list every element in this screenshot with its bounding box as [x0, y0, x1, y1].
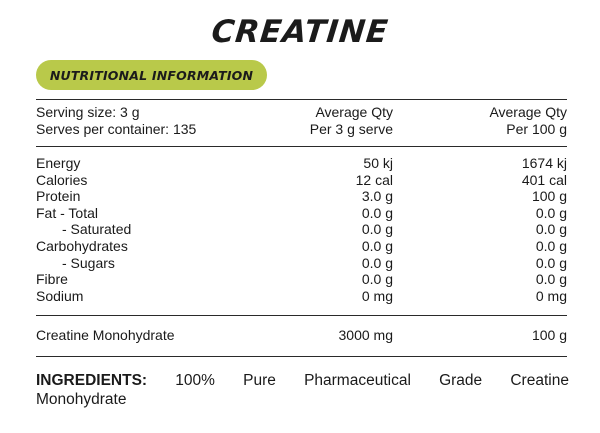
active-ingredient-per-serve: 3000 mg — [338, 327, 393, 343]
ingredient-word: 100% — [175, 372, 215, 389]
ingredients-line-1: INGREDIENTS: 100% Pure Pharmaceutical Gr… — [36, 371, 569, 390]
nutrient-per-serve: 0.0 g — [361, 221, 393, 238]
table-row: - Sugars 0.0 g 0.0 g — [0, 255, 600, 272]
badge-label: NUTRITIONAL INFORMATION — [49, 67, 254, 83]
col-header-100g-line2: Per 100 g — [506, 121, 567, 137]
nutrient-name: Fibre — [36, 271, 68, 288]
ingredient-word: Pharmaceutical — [304, 372, 411, 389]
nutrient-per-serve: 0.0 g — [361, 204, 393, 221]
nutrient-per-serve: 12 cal — [355, 171, 393, 188]
table-row: Carbohydrates 0.0 g 0.0 g — [0, 238, 600, 255]
nutrient-per-serve: 50 kj — [363, 155, 393, 171]
divider-top — [36, 99, 567, 100]
nutrient-per-100g: 0.0 g — [535, 221, 567, 238]
nutrient-per-serve: 0 mg — [361, 287, 393, 304]
nutrient-per-100g: 401 cal — [521, 171, 567, 188]
divider-header — [36, 146, 567, 147]
nutrient-name: Carbohydrates — [36, 237, 128, 254]
col-header-serve-line1: Average Qty — [315, 104, 393, 120]
nutrient-per-100g: 0.0 g — [535, 237, 567, 254]
nutrient-name: Energy — [36, 155, 81, 171]
divider-active — [36, 315, 567, 316]
ingredient-word: Grade — [439, 372, 483, 389]
nutrient-per-serve: 0.0 g — [361, 271, 393, 288]
ingredient-word: Pure — [243, 372, 276, 389]
ingredients-line-2: Monohydrate — [36, 391, 127, 408]
serves-per-container: Serves per container: 135 — [36, 121, 197, 137]
table-row: Calories 12 cal 401 cal — [0, 172, 600, 189]
nutritional-info-badge: NUTRITIONAL INFORMATION — [36, 60, 267, 90]
table-row: Fat - Total 0.0 g 0.0 g — [0, 205, 600, 222]
nutrient-per-serve: 0.0 g — [361, 254, 393, 271]
active-ingredient-name: Creatine Monohydrate — [36, 327, 175, 343]
table-row: - Saturated 0.0 g 0.0 g — [0, 221, 600, 238]
nutrient-per-100g: 0.0 g — [535, 204, 567, 221]
table-row: Energy 50 kj 1674 kj — [0, 155, 600, 172]
product-title: CREATINE — [209, 14, 391, 50]
serving-size: Serving size: 3 g — [36, 104, 140, 120]
nutrient-name: Sodium — [36, 287, 84, 304]
active-ingredient-per-100g: 100 g — [531, 327, 567, 343]
ingredient-word: Creatine — [510, 372, 569, 389]
nutrient-per-100g: 0 mg — [535, 287, 567, 304]
nutrient-per-serve: 0.0 g — [361, 237, 393, 254]
col-header-serve-line2: Per 3 g serve — [309, 121, 393, 137]
table-row: Protein 3.0 g 100 g — [0, 188, 600, 205]
nutrient-name: Calories — [36, 171, 88, 188]
col-header-100g-line1: Average Qty — [489, 104, 567, 120]
ingredients-label: INGREDIENTS: — [36, 372, 148, 389]
nutrient-name: - Sugars — [62, 254, 115, 271]
table-row: Fibre 0.0 g 0.0 g — [0, 271, 600, 288]
divider-bottom — [36, 356, 567, 357]
nutrient-name: - Saturated — [62, 221, 132, 238]
nutrient-per-serve: 3.0 g — [361, 188, 393, 205]
nutrient-per-100g: 0.0 g — [535, 271, 567, 288]
nutrient-per-100g: 100 g — [531, 188, 567, 205]
nutrient-name: Protein — [36, 188, 81, 205]
nutrient-per-100g: 1674 kj — [521, 155, 567, 171]
nutrient-table: Energy 50 kj 1674 kj Calories 12 cal 401… — [0, 155, 600, 304]
table-row: Sodium 0 mg 0 mg — [0, 288, 600, 305]
nutrient-per-100g: 0.0 g — [535, 254, 567, 271]
nutrient-name: Fat - Total — [36, 204, 98, 221]
ingredients-block: INGREDIENTS: 100% Pure Pharmaceutical Gr… — [36, 371, 569, 409]
